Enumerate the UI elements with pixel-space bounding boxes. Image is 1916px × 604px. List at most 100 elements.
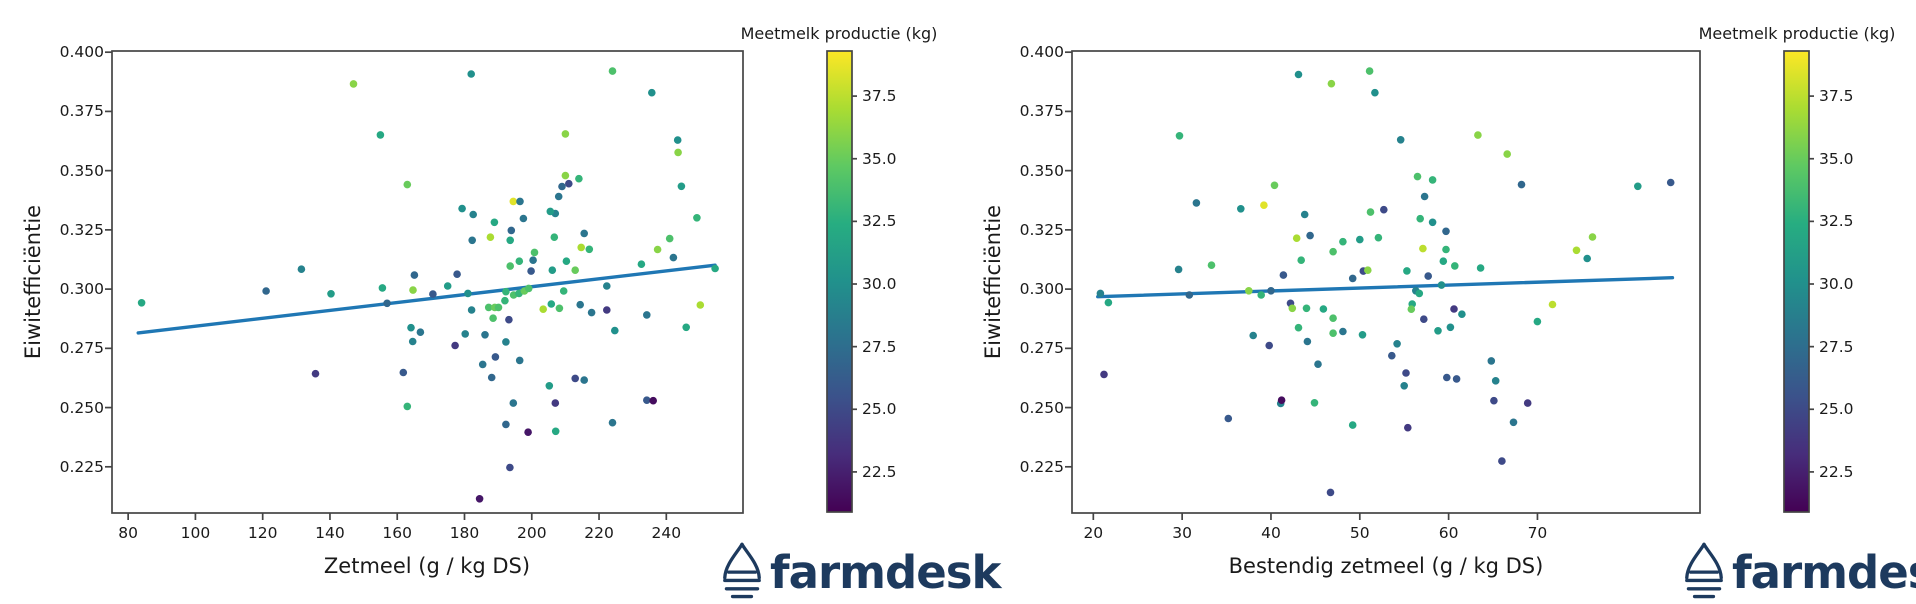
data-point: [506, 262, 514, 270]
data-point: [1348, 274, 1357, 283]
y-tick-label: 0.300: [1019, 280, 1064, 299]
data-point: [515, 257, 524, 266]
colorbar-frame: [826, 50, 853, 513]
data-point: [524, 284, 533, 293]
data-point: [551, 427, 560, 436]
data-point: [1533, 317, 1542, 326]
data-point: [1292, 234, 1301, 242]
data-point: [587, 308, 596, 317]
data-point: [461, 330, 470, 338]
data-point: [1302, 304, 1311, 313]
data-point: [1634, 182, 1642, 191]
colorbar-tick-label: 37.5: [862, 87, 897, 106]
data-point: [1314, 360, 1322, 369]
data-point: [529, 256, 537, 265]
colorbar-tick-label: 35.0: [862, 149, 897, 168]
farmdesk-logo-text: farmdesk: [770, 546, 1001, 599]
data-point: [487, 373, 496, 382]
data-point: [486, 233, 495, 241]
data-point: [1503, 150, 1511, 158]
data-point: [501, 296, 509, 305]
data-point: [484, 303, 493, 312]
data-point: [1279, 271, 1288, 279]
data-point: [1588, 233, 1597, 241]
colorbar-tick-label: 30.0: [1819, 275, 1854, 293]
data-point: [558, 182, 566, 191]
data-point: [1207, 261, 1216, 270]
data-point: [711, 264, 719, 273]
data-point: [137, 299, 146, 307]
data-point: [1458, 310, 1466, 319]
data-point: [407, 323, 415, 332]
data-point: [1303, 337, 1312, 346]
data-point: [408, 337, 417, 346]
data-point: [1294, 70, 1303, 79]
data-point: [1396, 136, 1405, 144]
data-point: [410, 271, 419, 279]
farmdesk-droplet-icon: [1684, 542, 1724, 604]
data-point: [1474, 131, 1482, 139]
data-point: [585, 245, 594, 254]
right-x-axis-title: Bestendig zetmeel (g / kg DS): [1228, 554, 1544, 578]
farmdesk-logo-text: farmdesk: [1732, 546, 1916, 599]
left-colorbar-title: Meetmelk productie (kg): [740, 24, 938, 43]
x-tick-label: 140: [315, 524, 345, 542]
data-point: [1319, 305, 1328, 313]
data-point: [478, 360, 487, 369]
data-point: [458, 204, 466, 213]
data-point: [1443, 373, 1451, 382]
farmdesk-logo-right: farmdesk: [1684, 542, 1916, 604]
data-point: [1548, 300, 1557, 309]
data-point: [399, 368, 408, 377]
data-point: [1407, 305, 1416, 314]
y-tick-label: 0.400: [1019, 43, 1064, 62]
colorbar-tick-label: 22.5: [862, 462, 897, 481]
data-point: [669, 253, 678, 262]
data-point: [1306, 231, 1314, 240]
data-point: [297, 265, 306, 274]
data-point: [1277, 396, 1286, 405]
data-point: [653, 245, 662, 254]
data-point: [490, 218, 499, 227]
data-point: [1326, 488, 1335, 497]
data-point: [1428, 176, 1437, 184]
y-tick-label: 0.375: [1019, 102, 1064, 121]
data-point: [1100, 370, 1108, 379]
data-point: [1297, 256, 1305, 265]
data-point: [554, 192, 563, 201]
data-point: [555, 304, 564, 313]
x-tick-label: 20: [1083, 524, 1104, 542]
x-tick-label: 80: [118, 524, 138, 542]
data-point: [551, 399, 560, 407]
data-point: [1434, 327, 1442, 335]
data-point: [376, 131, 385, 139]
data-point: [1192, 199, 1201, 207]
x-tick-label: 120: [247, 524, 278, 542]
data-point: [1294, 323, 1303, 332]
data-point: [577, 243, 585, 252]
data-point: [1380, 205, 1388, 214]
data-point: [1439, 257, 1448, 266]
x-tick-label: 30: [1172, 524, 1192, 542]
data-point: [643, 311, 651, 319]
x-tick-label: 180: [449, 524, 480, 542]
x-tick-label: 220: [584, 524, 614, 542]
data-point: [1310, 399, 1319, 407]
data-point: [1413, 172, 1422, 181]
data-point: [383, 299, 391, 308]
y-tick-label: 0.225: [59, 457, 104, 476]
data-point: [1419, 244, 1427, 253]
data-point: [1420, 192, 1429, 201]
data-point: [576, 300, 584, 309]
data-point: [1365, 67, 1374, 75]
data-point: [1416, 214, 1424, 223]
data-point: [469, 210, 478, 219]
colorbar-tick-label: 27.5: [862, 337, 897, 356]
data-point: [1509, 418, 1518, 427]
data-point: [548, 266, 557, 275]
data-point: [648, 88, 656, 97]
data-point: [696, 301, 705, 309]
data-point: [506, 463, 514, 472]
data-point: [674, 148, 682, 157]
